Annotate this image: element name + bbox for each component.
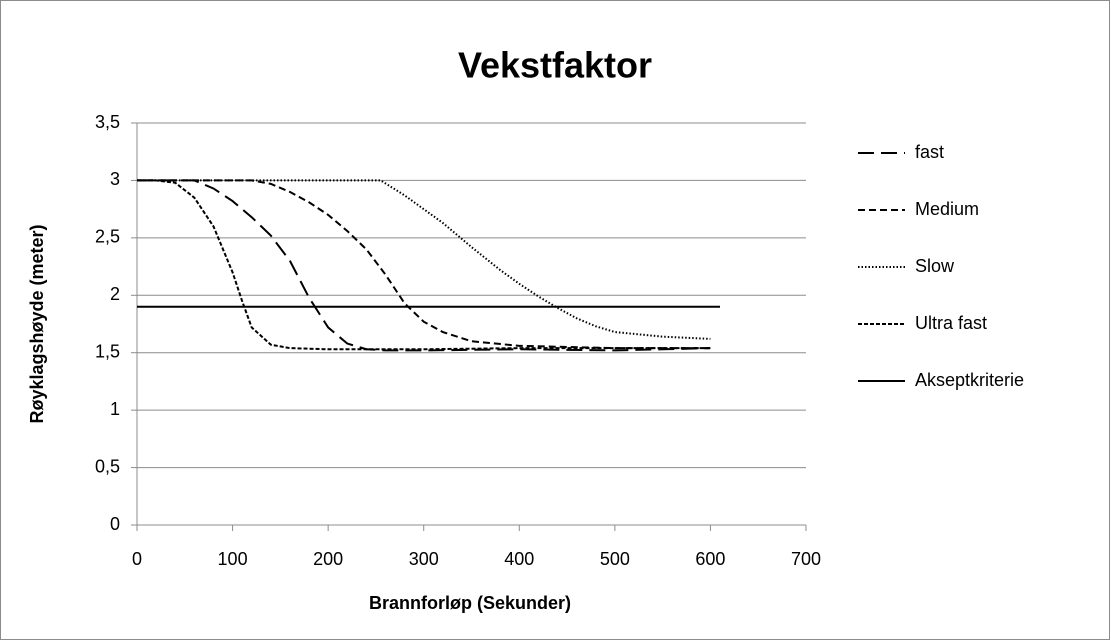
legend-label: fast [915, 142, 944, 162]
x-tick-label: 100 [218, 549, 248, 569]
x-tick-label: 300 [409, 549, 439, 569]
y-tick-label: 1,5 [95, 341, 120, 361]
x-tick-label: 400 [504, 549, 534, 569]
y-tick-label: 3,5 [95, 112, 120, 132]
x-tick-label: 200 [313, 549, 343, 569]
y-axis-label: Røyklagshøyde (meter) [27, 224, 47, 423]
legend-label: Medium [915, 199, 979, 219]
y-tick-label: 2,5 [95, 227, 120, 247]
x-axis-label: Brannforløp (Sekunder) [369, 593, 571, 613]
legend-label: Ultra fast [915, 313, 987, 333]
series-line [137, 179, 711, 352]
series-line [137, 179, 711, 340]
y-tick-label: 3 [110, 169, 120, 189]
x-tick-label: 700 [791, 549, 821, 569]
y-tick-label: 0 [110, 514, 120, 534]
series-line [137, 179, 711, 350]
y-tick-label: 2 [110, 284, 120, 304]
legend-label: Akseptkriterie [915, 370, 1024, 390]
legend-label: Slow [915, 256, 955, 276]
y-tick-label: 1 [110, 399, 120, 419]
series-line [137, 179, 711, 351]
y-tick-label: 0,5 [95, 456, 120, 476]
x-tick-label: 600 [695, 549, 725, 569]
chart-title: Vekstfaktor [458, 45, 652, 86]
x-tick-label: 0 [132, 549, 142, 569]
x-tick-label: 500 [600, 549, 630, 569]
